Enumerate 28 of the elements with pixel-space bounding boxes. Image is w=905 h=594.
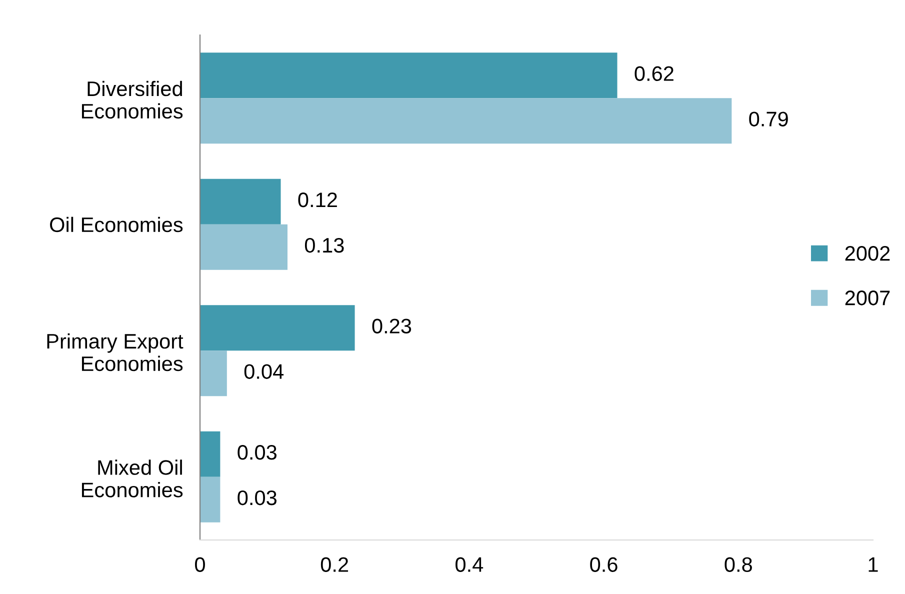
data-label: 0.13 [304, 238, 344, 253]
y-tick-label: Primary Export Economies [47, 333, 184, 372]
bar [200, 476, 220, 522]
bar [200, 98, 732, 144]
x-tick-label: 0.4 [456, 557, 484, 572]
data-label: 0.12 [298, 192, 337, 208]
y-tick-label: Diversified Economies [82, 80, 183, 119]
legend-label: 2002 [845, 246, 890, 261]
x-tick-label: 0.2 [320, 557, 348, 572]
bar [200, 305, 355, 351]
y-tick-label: Mixed Oil Economies [82, 460, 183, 498]
bar [200, 52, 618, 98]
x-tick-label: 0.8 [724, 557, 752, 572]
data-label: 0.23 [372, 318, 412, 334]
bar [200, 178, 281, 224]
x-tick-label: 0 [195, 557, 205, 572]
data-label: 0.79 [749, 112, 788, 126]
bar [200, 431, 220, 477]
data-label: 0.03 [238, 444, 276, 460]
y-tick-label: Oil Economies [50, 216, 183, 232]
data-label: 0.62 [634, 66, 674, 81]
data-label: 0.04 [244, 364, 284, 379]
x-tick-label: 1 [868, 557, 878, 572]
bar [200, 350, 227, 396]
bar [200, 224, 288, 270]
legend-label: 2007 [845, 290, 890, 306]
x-tick-label: 0.6 [590, 557, 618, 572]
data-label: 0.03 [238, 490, 276, 506]
